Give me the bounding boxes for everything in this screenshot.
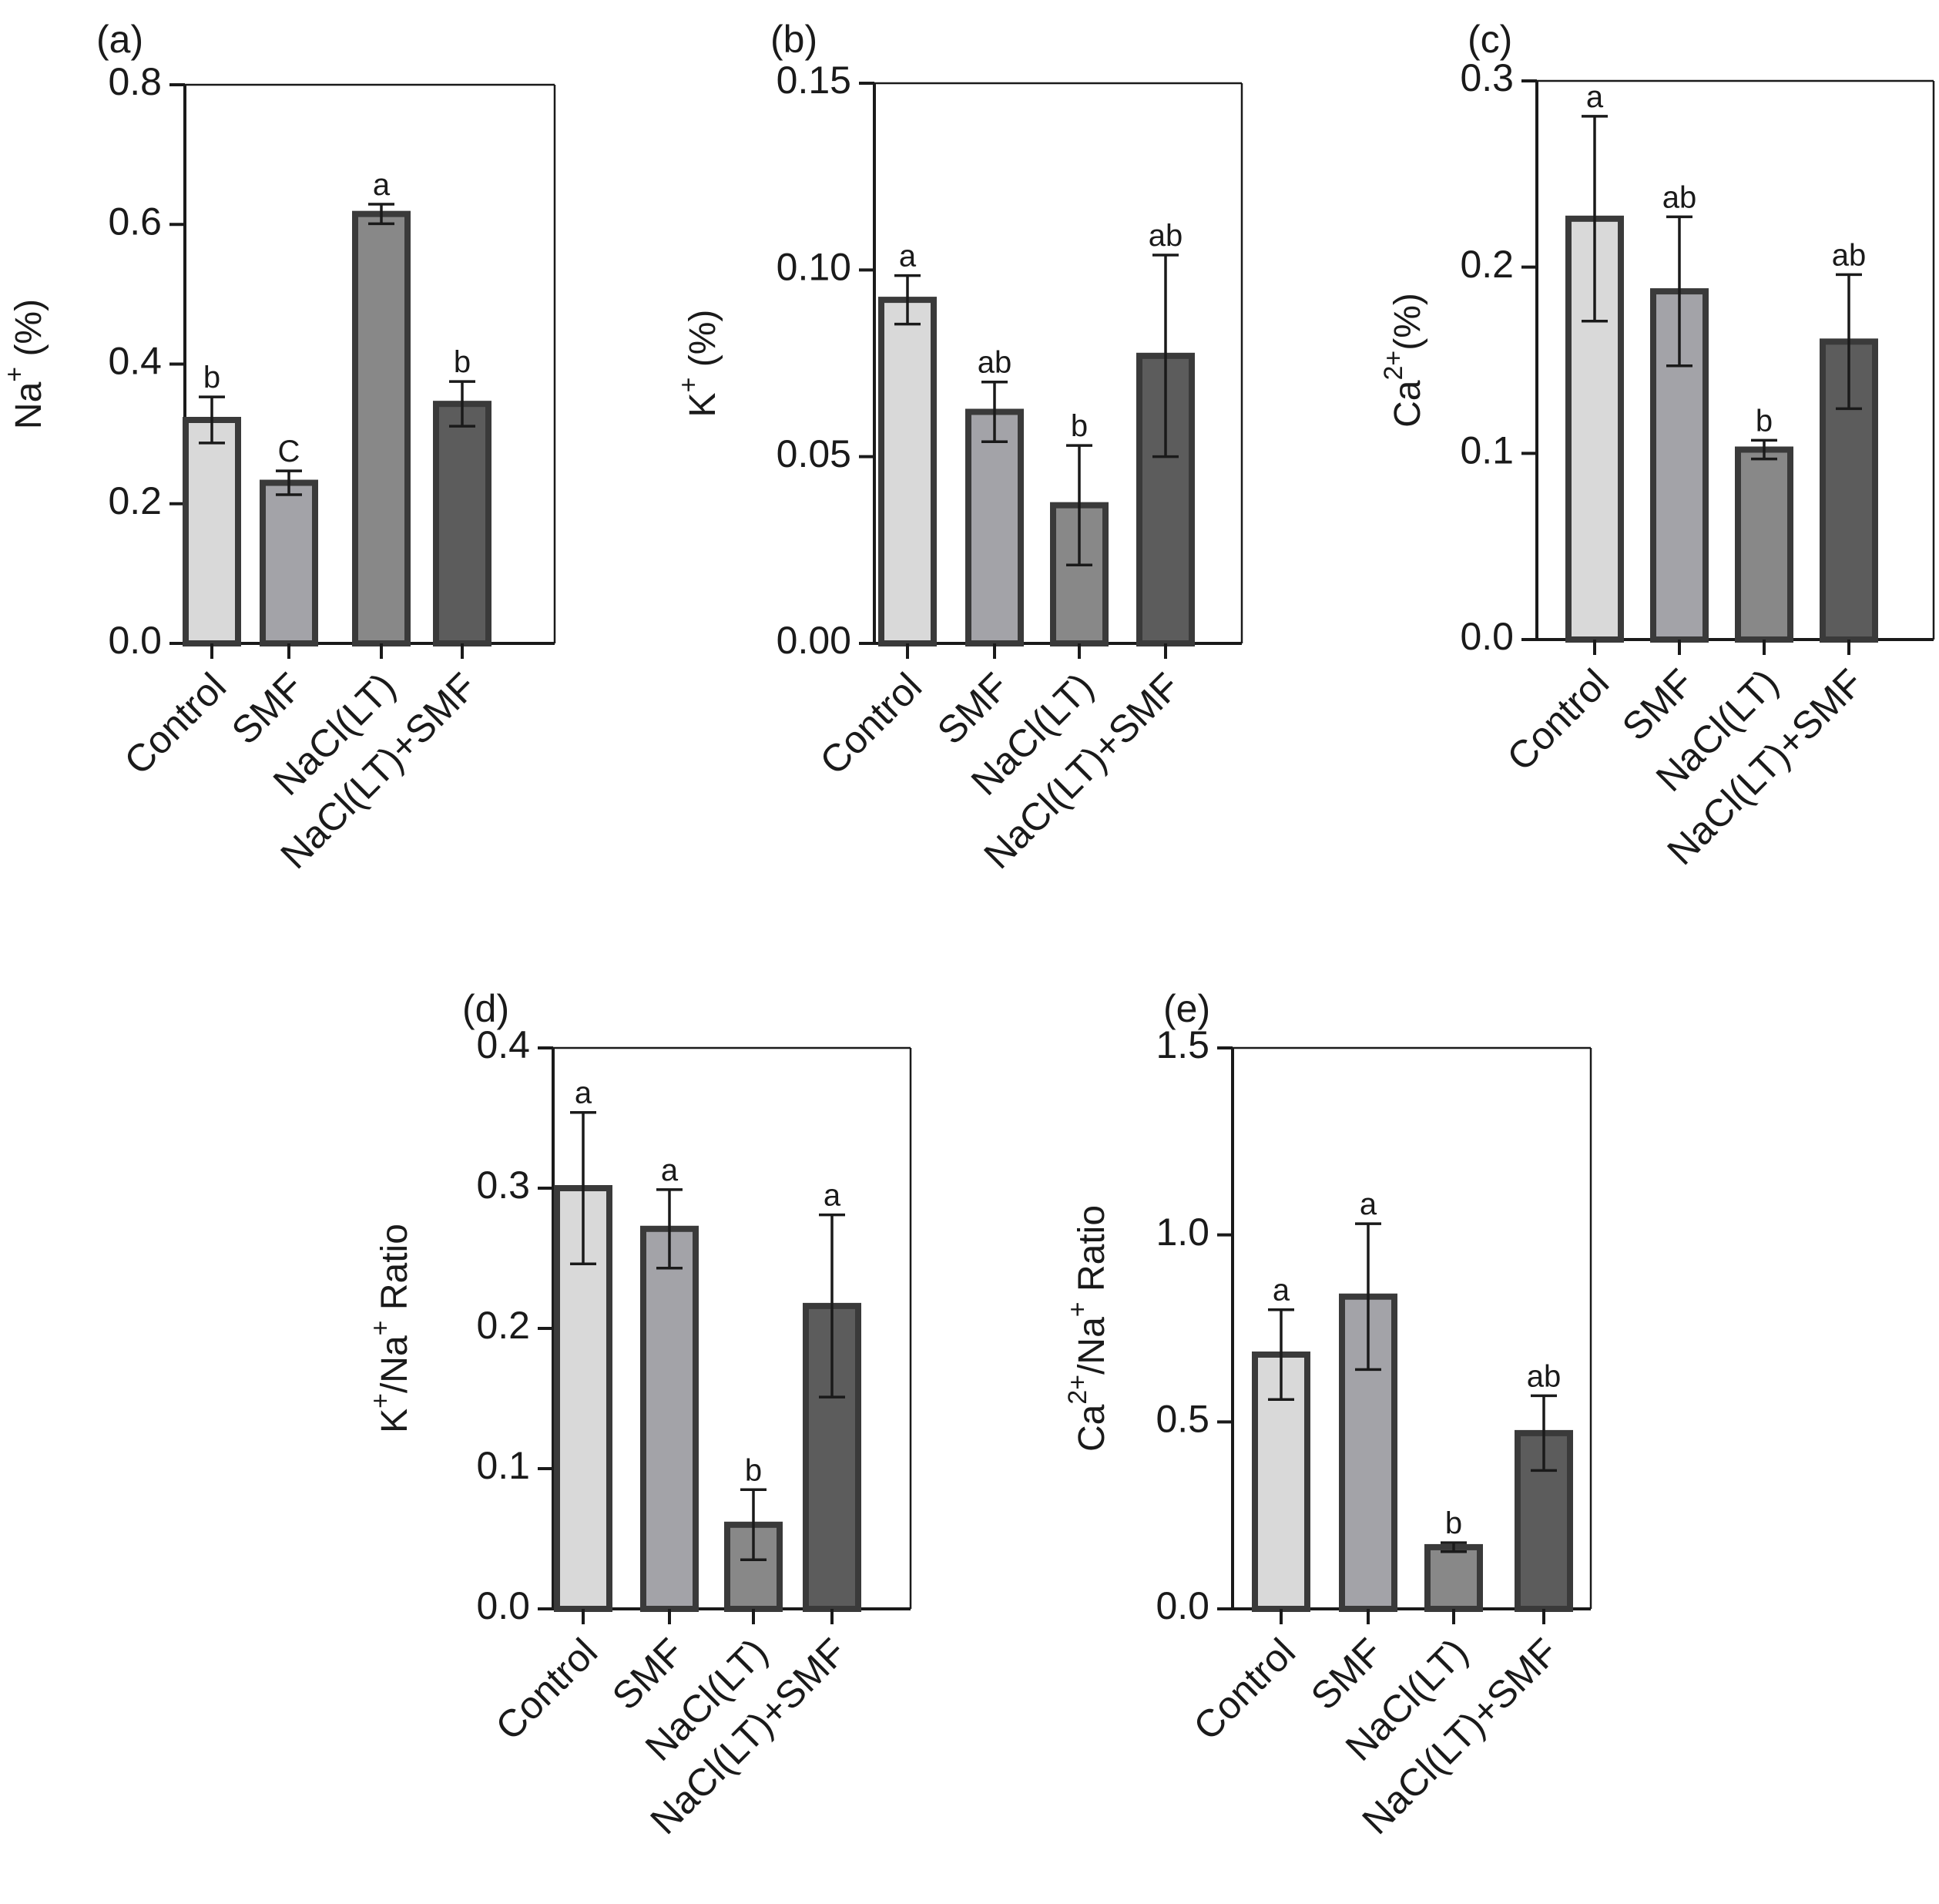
y-tick-label: 0.2: [1460, 243, 1514, 286]
bar-nacl-lt-: [1424, 1543, 1483, 1613]
panel-label: (e): [1163, 987, 1210, 1030]
y-axis-label-part: (%): [1387, 293, 1428, 351]
y-tick-label: 0.1: [476, 1444, 530, 1487]
y-tick-label: 0.05: [777, 432, 851, 475]
chart-panel-3: (d)0.00.10.20.30.4K+/Na+ RatioaControlaS…: [366, 987, 912, 1842]
chart-panel-2: (c)0.00.10.20.3Ca2+(%)aControlabSMFbNaCl…: [1379, 18, 1935, 873]
category-label: Control: [488, 1630, 606, 1749]
significance-label: a: [1273, 1274, 1290, 1308]
significance-label: a: [373, 168, 391, 202]
y-axis-label-part: Ratio: [374, 1224, 415, 1320]
chart-panel-0: (a)0.00.20.40.60.8Na+ (%)bControlCSMFaNa…: [0, 18, 556, 877]
y-tick-label: 0.4: [476, 1023, 530, 1066]
y-tick-label: 0.6: [108, 200, 162, 243]
significance-label: b: [454, 345, 471, 379]
y-tick-label: 0.2: [108, 479, 162, 522]
significance-label: a: [899, 240, 917, 274]
y-axis-label-part: /Na: [1072, 1317, 1112, 1375]
y-tick-label: 0.00: [777, 619, 851, 662]
significance-label: a: [1360, 1187, 1377, 1221]
bar-nacl-lt-: [1735, 446, 1793, 643]
panel-label: (a): [96, 18, 143, 61]
y-axis-label-part: Ratio: [1072, 1205, 1112, 1301]
bar-smf: [260, 479, 318, 646]
y-axis-label-part: /Na: [374, 1335, 415, 1393]
y-axis-label-part: Ca: [1072, 1404, 1112, 1452]
y-axis-label: Ca2+(%): [1379, 293, 1428, 428]
y-tick-label: 0.4: [108, 340, 162, 383]
y-axis-label: K+/Na+ Ratio: [366, 1224, 415, 1433]
significance-label: a: [575, 1076, 592, 1110]
y-axis-label-part: Na: [8, 381, 49, 429]
bar-smf: [965, 408, 1024, 646]
y-tick-label: 0.2: [476, 1304, 530, 1347]
y-axis-label-part: 2+: [1063, 1375, 1092, 1405]
significance-label: b: [203, 361, 220, 395]
significance-label: b: [1071, 409, 1088, 443]
y-tick-label: 0.0: [476, 1584, 530, 1627]
panel-label: (b): [770, 18, 817, 61]
y-axis-label: Ca2+/Na+ Ratio: [1063, 1205, 1112, 1452]
y-axis-label-part: (%): [8, 299, 49, 367]
y-tick-label: 0.15: [777, 59, 851, 102]
y-axis-label-part: +: [674, 378, 703, 393]
y-axis-label-part: K: [374, 1409, 415, 1433]
chart-panel-1: (b)0.000.050.100.15K+ (%)aControlabSMFbN…: [674, 18, 1243, 877]
y-tick-label: 0.10: [777, 246, 851, 289]
category-label: Control: [1186, 1630, 1304, 1749]
category-label: Control: [812, 665, 931, 784]
significance-label: b: [1445, 1506, 1462, 1540]
bar-nacl-lt-: [352, 210, 411, 646]
significance-label: ab: [1662, 180, 1697, 214]
bar-smf: [640, 1225, 699, 1613]
y-axis-label-part: +: [0, 367, 29, 382]
y-axis-label-part: 2+: [1379, 351, 1408, 381]
significance-label: ab: [978, 346, 1012, 380]
bar-control: [183, 417, 241, 646]
significance-label: a: [1586, 80, 1604, 114]
panel-label: (c): [1468, 18, 1512, 61]
y-axis-label: K+ (%): [674, 310, 723, 418]
significance-label: a: [661, 1153, 679, 1187]
y-tick-label: 0.1: [1460, 429, 1514, 472]
significance-label: a: [824, 1179, 841, 1213]
significance-label: ab: [1527, 1359, 1562, 1393]
y-tick-label: 0.0: [1156, 1584, 1209, 1627]
y-axis-label-part: +: [366, 1393, 395, 1409]
y-axis-label-part: +: [366, 1320, 395, 1335]
significance-label: ab: [1832, 238, 1867, 272]
significance-label: ab: [1149, 219, 1183, 253]
y-tick-label: 0.3: [476, 1164, 530, 1207]
category-label: Control: [116, 665, 235, 784]
panel-label: (d): [462, 987, 509, 1030]
significance-label: b: [745, 1453, 762, 1487]
y-axis-label-part: (%): [683, 310, 723, 378]
y-axis-label-part: Ca: [1387, 380, 1428, 428]
y-tick-label: 0.3: [1460, 56, 1514, 99]
y-axis-label-part: +: [1063, 1301, 1092, 1317]
significance-label: C: [278, 435, 300, 468]
y-tick-label: 0.0: [108, 619, 162, 662]
y-tick-label: 0.5: [1156, 1398, 1209, 1441]
category-label: Control: [1499, 661, 1618, 780]
y-axis-label-part: K: [683, 392, 723, 417]
y-tick-label: 0.0: [1460, 615, 1514, 658]
y-tick-label: 0.8: [108, 60, 162, 103]
bar-control: [878, 297, 937, 646]
bar-nacl-lt-smf: [433, 401, 491, 646]
y-axis-label: Na+ (%): [0, 299, 49, 429]
y-tick-label: 1.5: [1156, 1023, 1209, 1066]
significance-label: b: [1756, 404, 1773, 438]
y-tick-label: 1.0: [1156, 1211, 1209, 1254]
